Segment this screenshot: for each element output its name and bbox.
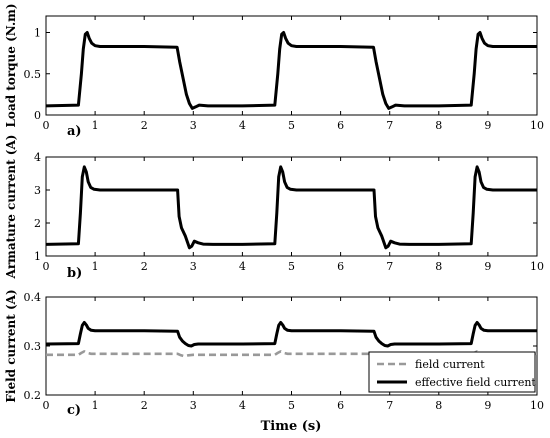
x-tick-label: 1 [92,119,99,132]
x-tick-label: 5 [288,260,295,273]
x-tick-label: 3 [190,260,197,273]
legend-label: field current [415,358,485,371]
x-tick-label: 2 [141,119,148,132]
y-tick-label: 1 [34,250,41,263]
series-line-a-0 [45,31,537,110]
x-tick-label: 3 [190,399,197,412]
x-tick-label: 4 [239,119,246,132]
x-tick-label: 7 [386,119,393,132]
y-tick-label: 0.3 [24,340,42,353]
x-tick-label: 6 [337,119,344,132]
series-line-b-0 [45,165,537,250]
plot-frame [45,15,538,116]
panel-label: c) [67,403,81,418]
x-tick-label: 10 [530,260,544,273]
x-tick-label: 7 [386,260,393,273]
y-tick-label: 0.2 [24,389,42,402]
y-tick-label: 2 [34,217,41,230]
x-tick-label: 0 [43,119,50,132]
y-tick-label: 0.5 [24,68,42,81]
x-tick-label: 3 [190,119,197,132]
y-axis-label: Field current (A) [4,289,18,402]
x-tick-label: 5 [288,399,295,412]
x-tick-label: 9 [484,399,491,412]
x-tick-label: 9 [484,260,491,273]
panel-label: a) [67,124,82,139]
panel-a: 0 1 2 3 4 5 6 7 8 9 10 0 0.5 1 Load torque (N.m) a) [4,3,544,139]
x-tick-label: 0 [43,399,50,412]
x-tick-label: 4 [239,399,246,412]
x-tick-label: 1 [92,260,99,273]
legend: field current effective field current [368,351,536,393]
x-tick-label: 10 [530,119,544,132]
x-tick-label: 7 [386,399,393,412]
y-tick-label: 0 [34,109,41,122]
plot-frame [45,156,538,257]
x-tick-label: 4 [239,260,246,273]
y-tick-label: 4 [34,151,41,164]
series-line-c-1 [45,321,537,348]
y-tick-label: 3 [34,184,41,197]
panel-c: 0 1 2 3 4 5 6 7 8 9 10 0.2 0.3 0.4 Field current (A) c)… [4,289,544,418]
x-tick-label: 0 [43,260,50,273]
x-tick-label: 6 [337,260,344,273]
x-tick-label: 8 [435,260,442,273]
x-tick-label: 6 [337,399,344,412]
x-tick-label: 2 [141,399,148,412]
x-tick-label: 8 [435,119,442,132]
x-tick-label: 5 [288,119,295,132]
legend-label: effective field current [415,376,536,389]
legend-box [368,351,536,393]
y-axis-label: Load torque (N.m) [4,3,18,127]
x-axis-label: Time (s) [261,419,322,434]
x-tick-label: 10 [530,399,544,412]
x-tick-label: 8 [435,399,442,412]
x-tick-label: 9 [484,119,491,132]
y-tick-label: 1 [34,27,41,40]
y-tick-label: 0.4 [24,291,42,304]
x-tick-label: 2 [141,260,148,273]
panel-label: b) [67,266,82,281]
x-tick-label: 1 [92,399,99,412]
y-axis-label: Armature current (A) [4,135,18,280]
